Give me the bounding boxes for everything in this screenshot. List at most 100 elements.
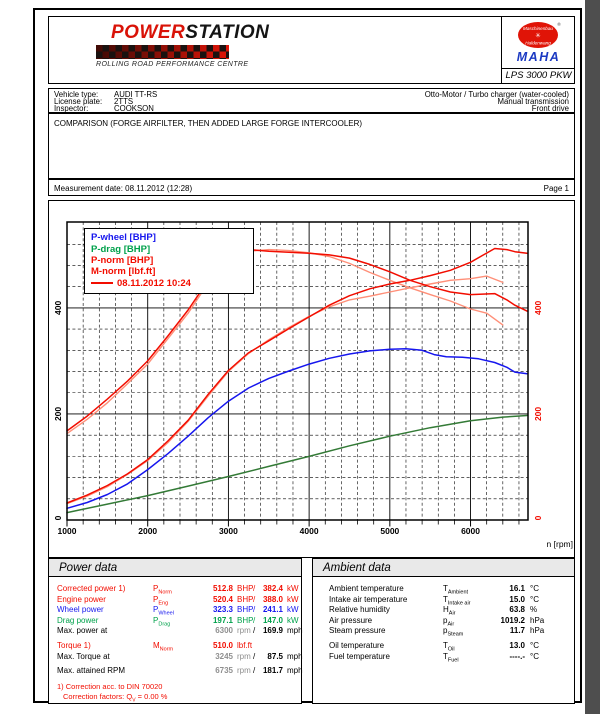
maha-badge-icon: Maschinenbau ✳ Haldenwang ® — [518, 21, 561, 48]
row-label: Steam pressure — [329, 626, 386, 636]
curve-M-norm — [66, 248, 528, 432]
ambient-data-title: Ambient data — [313, 559, 574, 577]
gear-icon: ✳ — [535, 32, 541, 40]
curve-P-wheel — [66, 347, 528, 510]
vehicle-type-label: Vehicle type: — [54, 89, 99, 99]
inspector-label: Inspector: — [54, 104, 89, 114]
table-row: Corrected power 1) PNorm 512.8 BHP/ 382.4 kW — [49, 584, 301, 596]
row-label: Oil temperature — [329, 640, 385, 650]
legend-label: P-norm [BHP] — [91, 254, 154, 266]
y-right-tick-label: 0 — [533, 515, 543, 520]
row-value-primary: 63.8 — [509, 605, 525, 615]
y-left-tick-label: 0 — [53, 515, 63, 520]
row-unit-secondary: mph — [287, 651, 303, 661]
row-value-primary: 11.7 — [509, 626, 525, 636]
row-unit-secondary: mph — [287, 626, 303, 636]
row-symbol-subscript: Ambient — [447, 589, 469, 596]
dyno-chart-section: 1000 2000 3000 4000 5000 6000 n [rpm] 0 0 200 200 4… — [48, 200, 575, 558]
row-unit-secondary: kW — [287, 594, 299, 604]
row-slash: / — [253, 651, 256, 661]
row-unit-primary: BHP — [237, 594, 254, 604]
row-symbol: TFuel — [443, 651, 459, 664]
row-unit-secondary: kW — [287, 584, 299, 593]
row-value-secondary: 241.1 — [262, 605, 283, 615]
license-plate-value: 2TTS — [114, 96, 134, 106]
row-unit-primary: lbf.ft — [237, 640, 253, 650]
inspector-row: Inspector: COOKSON Front drive — [54, 104, 569, 114]
power-data-table: Power data Corrected power 1) PNorm 512.8 B… — [48, 558, 303, 704]
row-symbol: PEng — [153, 594, 169, 607]
row-value-primary: ----.- — [509, 651, 525, 661]
row-label: Max. attained RPM — [57, 666, 126, 676]
row-value-secondary: 169.9 — [262, 626, 283, 636]
row-label: Wheel power — [57, 605, 104, 615]
row-label: Ambient temperature — [329, 584, 404, 593]
transmission-value: Manual transmission — [497, 96, 569, 106]
table-row: Wheel power PWheel 323.3 BHP/ 241.1 kW — [49, 605, 301, 617]
x-tick-label: 1000 — [58, 526, 77, 536]
row-unit-primary: BHP — [237, 615, 254, 625]
y-right-tick-label: 400 — [533, 301, 543, 315]
y-left-tick-label: 200 — [53, 407, 63, 421]
row-unit-primary: hPa — [530, 626, 545, 636]
measurement-date-row: Measurement date: 08.11.2012 (12:28) Pag… — [48, 179, 575, 196]
registered-mark: ® — [557, 21, 561, 27]
row-label: Air pressure — [329, 615, 373, 625]
row-label: Engine power — [57, 594, 106, 604]
legend-run-date-label: 08.11.2012 10:24 — [117, 277, 191, 289]
legend-item: P-wheel [BHP] — [91, 232, 247, 243]
chart-legend: P-wheel [BHP] P-drag [BHP] P-norm [BHP] M-n… — [84, 228, 254, 294]
maha-logo-cell: Maschinenbau ✳ Haldenwang ® MAHA LPS 300… — [501, 17, 575, 83]
maha-wordmark: MAHA — [516, 50, 561, 64]
comment-box: COMPARISON (FORGE AIRFILTER, THEN ADDED … — [48, 113, 575, 179]
maha-badge-bottom-text: Haldenwang — [525, 41, 551, 46]
measurement-date: Measurement date: 08.11.2012 (12:28) — [54, 183, 193, 193]
power-data-rows: Corrected power 1) PNorm 512.8 BHP/382.4 kW E… — [49, 577, 303, 703]
page-number: Page 1 — [543, 183, 569, 193]
legend-run-date: 08.11.2012 10:24 — [91, 278, 247, 289]
row-symbol: PDrag — [153, 615, 171, 628]
row-value-primary: 512.8 — [212, 584, 233, 593]
row-value-secondary: 388.0 — [262, 594, 283, 604]
engine-type-value: Otto-Motor / Turbo charger (water-cooled… — [424, 89, 569, 99]
curve-P-norm — [66, 247, 528, 504]
checkered-flag-band — [96, 45, 229, 59]
power-data-title: Power data — [49, 559, 301, 577]
legend-item: M-norm [lbf.ft] — [91, 266, 247, 277]
row-symbol-subscript: Norm — [158, 589, 172, 596]
ambient-data-table: Ambient data Ambient temperature TAmbient… — [312, 558, 575, 704]
row-value-secondary: 181.7 — [262, 666, 283, 676]
row-symbol-subscript: Air — [448, 610, 456, 617]
row-symbol: TIntake air — [443, 594, 471, 607]
x-tick-label: 6000 — [461, 526, 480, 536]
row-unit-secondary: kW — [287, 605, 299, 615]
row-slash: / — [253, 584, 256, 593]
row-symbol-subscript: Norm — [159, 646, 174, 653]
curve-P-norm-previous-run — [66, 275, 504, 505]
report-header: POWERSTATION ROLLING ROAD PERFORMANCE CE… — [48, 16, 575, 84]
plot-border — [66, 221, 529, 521]
row-symbol-subscript: Intake air — [447, 600, 471, 607]
row-label: Relative humidity — [329, 605, 390, 615]
legend-label: P-wheel [BHP] — [91, 232, 156, 244]
table-row: Fuel temperature TFuel ----.- °C — [313, 651, 574, 664]
row-value-primary: 323.3 — [212, 605, 233, 615]
table-row: Drag power PDrag 197.1 BHP/ 147.0 kW — [49, 615, 301, 628]
table-row: Air pressure pAir 1019.2 hPa — [313, 615, 574, 628]
row-unit-primary: °C — [530, 594, 539, 604]
row-symbol-subscript: Eng — [158, 600, 169, 607]
license-plate-row: License plate: 2TTS Manual transmission — [54, 96, 569, 106]
ambient-data-rows: Ambient temperature TAmbient 16.1 °C Intake … — [313, 577, 574, 664]
row-symbol-subscript: Air — [447, 621, 455, 628]
table-row: Ambient temperature TAmbient 16.1 °C — [313, 584, 574, 596]
table-row: Max. attained RPM 6735 rpm/ 181.7 mph — [49, 666, 303, 677]
row-label: Torque 1) — [57, 640, 91, 650]
comment-text: COMPARISON (FORGE AIRFILTER, THEN ADDED … — [54, 119, 363, 128]
row-symbol-subscript: Drag — [158, 621, 171, 628]
powerstation-logo: POWERSTATION — [111, 22, 269, 44]
table-row: Relative humidity HAir 63.8% — [313, 605, 574, 617]
table-row: Steam pressure pSteam 11.7 hPa — [313, 626, 574, 638]
row-unit-secondary: kW — [287, 615, 299, 625]
row-symbol: HAir — [443, 605, 456, 617]
vehicle-type-row: Vehicle type: AUDI TT-RS Otto-Motor / Tu… — [54, 89, 569, 99]
